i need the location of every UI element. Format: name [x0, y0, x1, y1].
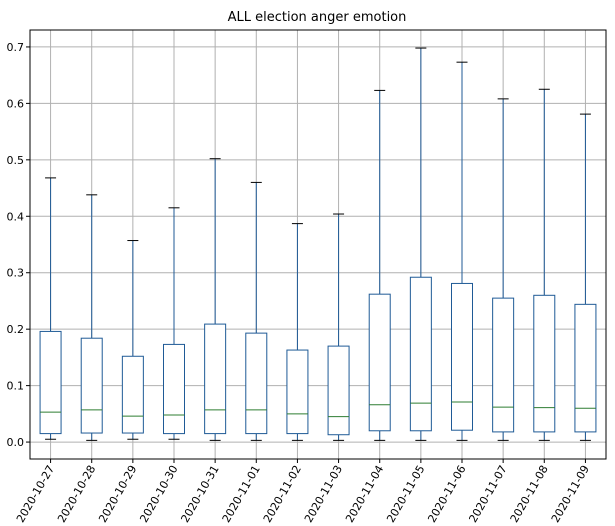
grid-lines: [30, 30, 606, 459]
iqr-box: [327, 345, 350, 436]
x-tick-label: 2020-11-09: [549, 463, 592, 525]
iqr-box: [451, 282, 473, 431]
plot-frame: [29, 29, 607, 460]
box-2020-11-09: [574, 113, 597, 441]
iqr-box: [492, 297, 515, 433]
x-tick-label: 2020-11-03: [302, 463, 345, 525]
iqr-box: [121, 355, 144, 434]
box-2020-11-08: [533, 88, 556, 441]
box-2020-10-30: [163, 207, 185, 440]
box-2020-10-31: [204, 158, 227, 441]
y-tick-label: 0.7: [7, 41, 25, 54]
x-tick-label: 2020-11-04: [343, 463, 386, 525]
y-tick-label: 0.5: [7, 154, 25, 167]
box-2020-11-05: [409, 47, 432, 441]
iqr-box: [39, 330, 62, 435]
x-tick-label: 2020-10-27: [14, 463, 57, 525]
box-2020-11-07: [492, 98, 515, 441]
x-tick-label: 2020-10-29: [96, 463, 139, 525]
x-axis: 2020-10-272020-10-282020-10-292020-10-30…: [14, 459, 592, 525]
box-2020-10-27: [39, 177, 62, 440]
x-tick-label: 2020-11-05: [384, 463, 427, 525]
y-tick-label: 0.3: [7, 267, 25, 280]
iqr-box: [204, 323, 227, 435]
iqr-box: [368, 293, 391, 432]
x-tick-label: 2020-10-30: [137, 463, 180, 525]
y-tick-label: 0.1: [7, 380, 25, 393]
iqr-box: [80, 337, 103, 434]
iqr-box: [286, 349, 309, 435]
x-tick-label: 2020-11-02: [261, 463, 304, 525]
y-axis: 0.0 0.1 0.2 0.3 0.4 0.5 0.6 0.7: [7, 41, 30, 449]
box-2020-10-28: [80, 194, 103, 441]
box-series: [39, 47, 597, 441]
y-tick-label: 0.0: [7, 436, 25, 449]
x-tick-label: 2020-10-31: [179, 463, 222, 525]
y-tick-label: 0.6: [7, 97, 25, 110]
y-tick-label: 0.4: [7, 210, 25, 223]
box-2020-11-04: [368, 89, 391, 441]
y-tick-label: 0.2: [7, 323, 25, 336]
x-tick-label: 2020-11-07: [467, 463, 510, 525]
iqr-box: [533, 294, 556, 433]
iqr-box: [409, 276, 432, 432]
box-2020-10-29: [121, 240, 144, 440]
box-2020-11-03: [327, 213, 350, 441]
box-2020-11-01: [245, 181, 268, 441]
chart-title: ALL election anger emotion: [228, 10, 407, 25]
box-2020-11-02: [286, 223, 309, 441]
box-2020-11-06: [451, 61, 473, 441]
x-tick-label: 2020-11-06: [425, 463, 468, 525]
iqr-box: [163, 343, 185, 435]
iqr-box: [245, 332, 268, 435]
x-tick-label: 2020-11-08: [508, 463, 551, 525]
iqr-box: [574, 303, 597, 433]
x-tick-label: 2020-11-01: [220, 463, 263, 525]
x-tick-label: 2020-10-28: [55, 463, 98, 525]
